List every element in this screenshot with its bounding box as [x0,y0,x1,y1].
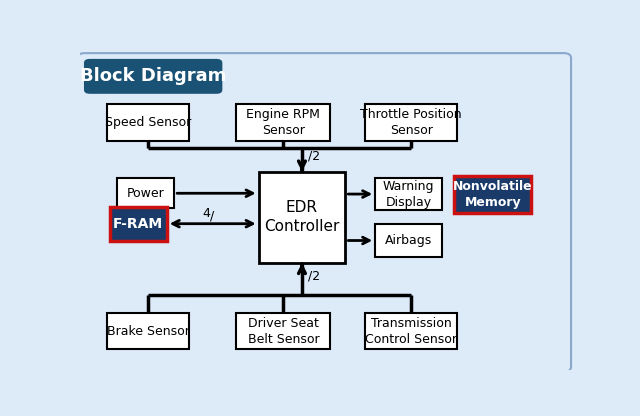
FancyBboxPatch shape [375,178,442,210]
FancyBboxPatch shape [108,104,189,141]
Text: /2: /2 [308,150,320,163]
FancyBboxPatch shape [77,53,571,372]
FancyBboxPatch shape [365,312,457,349]
Text: Throttle Position
Sensor: Throttle Position Sensor [360,108,462,137]
Text: 4: 4 [202,208,210,220]
Text: Driver Seat
Belt Sensor: Driver Seat Belt Sensor [248,317,319,346]
FancyBboxPatch shape [236,104,330,141]
Text: Block Diagram: Block Diagram [80,67,227,85]
Text: Engine RPM
Sensor: Engine RPM Sensor [246,108,320,137]
Text: Warning
Display: Warning Display [383,180,435,208]
FancyBboxPatch shape [110,207,167,240]
Text: Speed Sensor: Speed Sensor [105,116,191,129]
FancyBboxPatch shape [117,178,174,208]
Text: Airbags: Airbags [385,234,432,247]
FancyBboxPatch shape [454,176,531,213]
Text: /2: /2 [308,269,320,282]
FancyBboxPatch shape [84,59,222,94]
Text: Power: Power [127,187,164,200]
FancyBboxPatch shape [108,312,189,349]
FancyBboxPatch shape [365,104,457,141]
Text: Transmission
Control Sensor: Transmission Control Sensor [365,317,457,346]
FancyBboxPatch shape [259,172,346,263]
Text: EDR
Controller: EDR Controller [264,201,340,234]
Text: F-RAM: F-RAM [113,217,163,231]
Text: Brake Sensor: Brake Sensor [107,324,189,337]
Text: /: / [210,209,214,222]
FancyBboxPatch shape [236,312,330,349]
Text: Nonvolatile
Memory: Nonvolatile Memory [453,181,532,209]
FancyBboxPatch shape [375,225,442,257]
